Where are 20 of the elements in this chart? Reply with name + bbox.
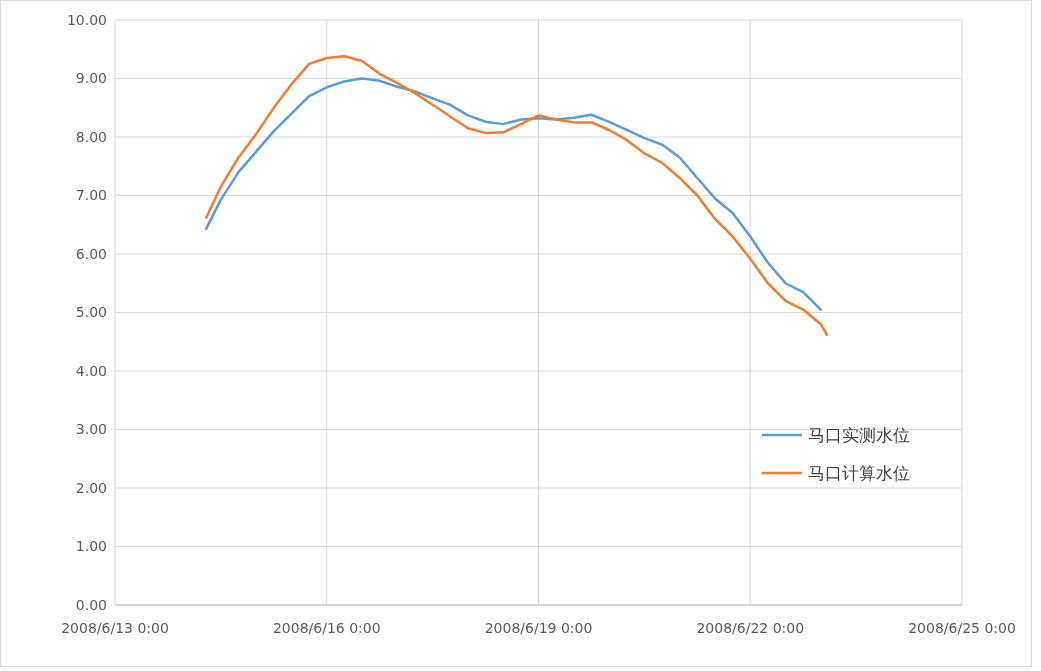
legend-label: 马口计算水位 xyxy=(808,462,910,483)
x-tick-label: 2008/6/25 0:00 xyxy=(908,620,1016,636)
y-tick-label: 8.00 xyxy=(75,128,107,145)
x-tick-label: 2008/6/16 0:00 xyxy=(272,620,381,636)
x-tick-label: 2008/6/22 0:00 xyxy=(696,620,805,636)
line-series xyxy=(204,55,828,336)
legend-label: 马口实测水位 xyxy=(808,424,910,445)
line-series xyxy=(204,77,823,311)
y-tick-label: 0.00 xyxy=(75,596,107,613)
x-tick-label: 2008/6/13 0:00 xyxy=(61,620,169,636)
y-tick-label: 1.00 xyxy=(75,538,107,555)
y-tick-label: 9.00 xyxy=(75,70,107,87)
x-tick-label: 2008/6/19 0:00 xyxy=(484,620,593,636)
y-tick-label: 7.00 xyxy=(75,187,107,204)
y-tick-label: 6.00 xyxy=(75,245,107,262)
y-tick-label: 4.00 xyxy=(75,362,107,379)
y-tick-label: 5.00 xyxy=(75,304,107,321)
y-tick-label: 10.00 xyxy=(66,11,107,28)
y-tick-label: 2.00 xyxy=(75,479,107,496)
y-tick-label: 3.00 xyxy=(75,421,107,438)
